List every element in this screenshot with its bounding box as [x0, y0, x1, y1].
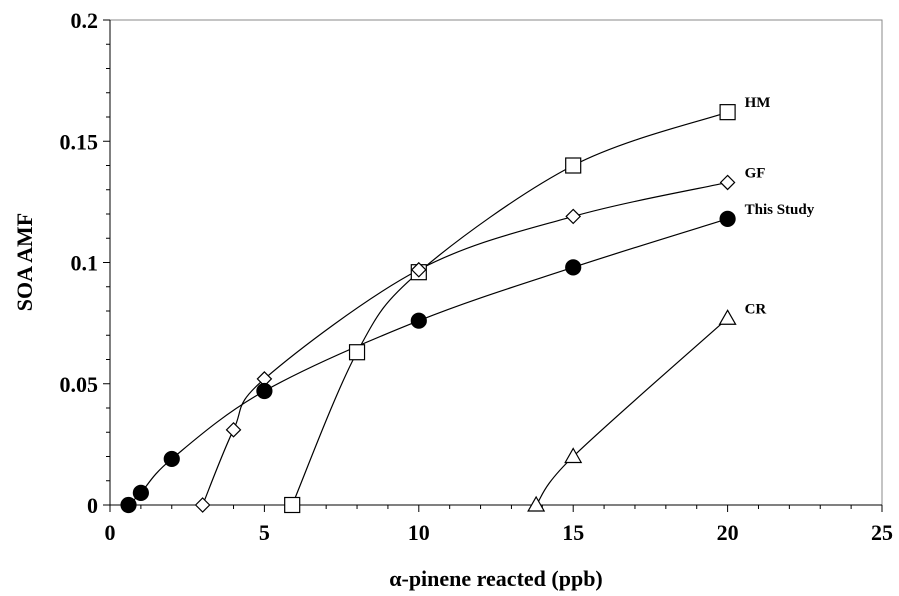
series-markers: [120, 104, 737, 514]
data-point-hm: [348, 344, 366, 361]
data-point-gf: [410, 261, 427, 278]
series-line-cr: [535, 317, 729, 506]
data-point-cr: [527, 495, 546, 512]
y-tick-label: 0.05: [60, 372, 99, 397]
data-point-this-study: [719, 210, 736, 227]
data-point-cr: [718, 309, 737, 325]
x-tick-label: 10: [408, 520, 430, 545]
data-point-this-study: [565, 259, 582, 276]
data-point-gf: [194, 497, 211, 513]
series-labels: HM GF This Study CR: [745, 95, 815, 317]
x-tick-label: 20: [717, 520, 739, 545]
data-point-gf: [565, 208, 582, 225]
x-tick-label: 25: [871, 520, 893, 545]
x-tick-label: 15: [562, 520, 584, 545]
y-tick-label: 0.2: [71, 8, 99, 33]
x-tick-label: 0: [105, 520, 116, 545]
data-point-this-study: [120, 496, 137, 514]
data-point-gf: [225, 421, 242, 438]
series-label-hm: HM: [745, 95, 771, 111]
y-tick-label: 0.15: [60, 129, 99, 154]
data-point-this-study: [163, 450, 180, 468]
y-tick-label: 0.1: [71, 251, 99, 276]
data-point-this-study: [132, 484, 149, 501]
data-point-hm: [719, 104, 736, 121]
data-point-this-study: [256, 382, 273, 400]
x-axis-title: α-pinene reacted (ppb): [389, 566, 603, 591]
series-label-cr: CR: [745, 301, 767, 317]
y-tick-label: 0: [87, 493, 98, 518]
x-tick-label: 5: [259, 520, 270, 545]
plot-area: [109, 19, 883, 506]
data-point-hm: [565, 157, 582, 174]
data-point-gf: [719, 174, 736, 191]
y-axis-title: SOA AMF: [12, 213, 37, 311]
series-line-this-study: [128, 218, 728, 506]
data-point-cr: [564, 447, 583, 464]
axes: 0 5 10 15 20 25 0 0.05 0.1 0.15 0.2: [60, 8, 894, 545]
series-label-this-study: This Study: [745, 202, 815, 218]
data-point-this-study: [410, 312, 427, 329]
series-label-gf: GF: [745, 165, 766, 181]
data-point-hm: [284, 496, 301, 514]
